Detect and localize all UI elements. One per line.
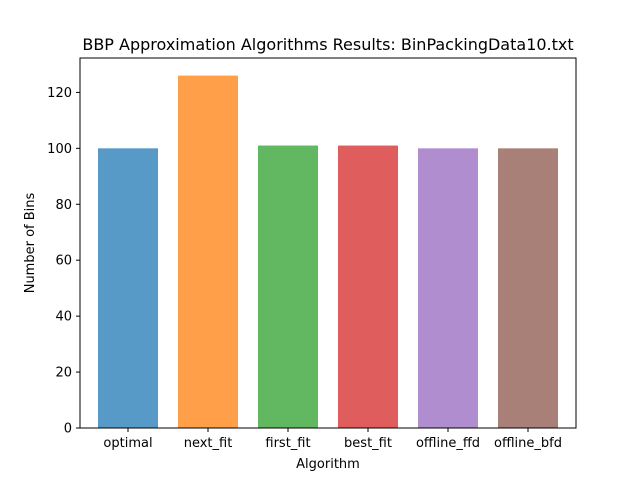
x-tick-label: optimal [103, 436, 152, 451]
bar-offline-ffd [418, 148, 478, 428]
y-tick-label: 20 [55, 366, 72, 381]
x-axis-title: Algorithm [296, 457, 360, 472]
bar-first-fit [258, 145, 318, 429]
bar-optimal [98, 148, 158, 428]
bar-best-fit [338, 145, 398, 429]
y-tick-label: 60 [55, 254, 72, 269]
bar-next-fit [178, 75, 238, 428]
x-tick-label: first_fit [265, 436, 310, 451]
x-tick-label: offline_bfd [494, 436, 562, 451]
plot-frame [79, 57, 577, 429]
y-tick-label: 80 [55, 198, 72, 213]
y-axis: 0 20 40 60 80 100 120 [47, 86, 80, 437]
x-axis: optimal next_fit first_fit best_fit offline_… [103, 428, 562, 451]
bars-group [98, 75, 558, 429]
y-tick-label: 100 [47, 142, 72, 157]
y-tick-label: 0 [64, 422, 72, 437]
bar-offline-bfd [498, 148, 558, 428]
y-tick-label: 120 [47, 86, 72, 101]
chart-title: BBP Approximation Algorithms Results: Bi… [82, 35, 573, 54]
x-tick-label: best_fit [344, 436, 392, 451]
y-tick-label: 40 [55, 310, 72, 325]
y-axis-title: Number of Bins [23, 192, 38, 293]
x-tick-label: next_fit [184, 436, 233, 451]
x-tick-label: offline_ffd [416, 436, 480, 451]
